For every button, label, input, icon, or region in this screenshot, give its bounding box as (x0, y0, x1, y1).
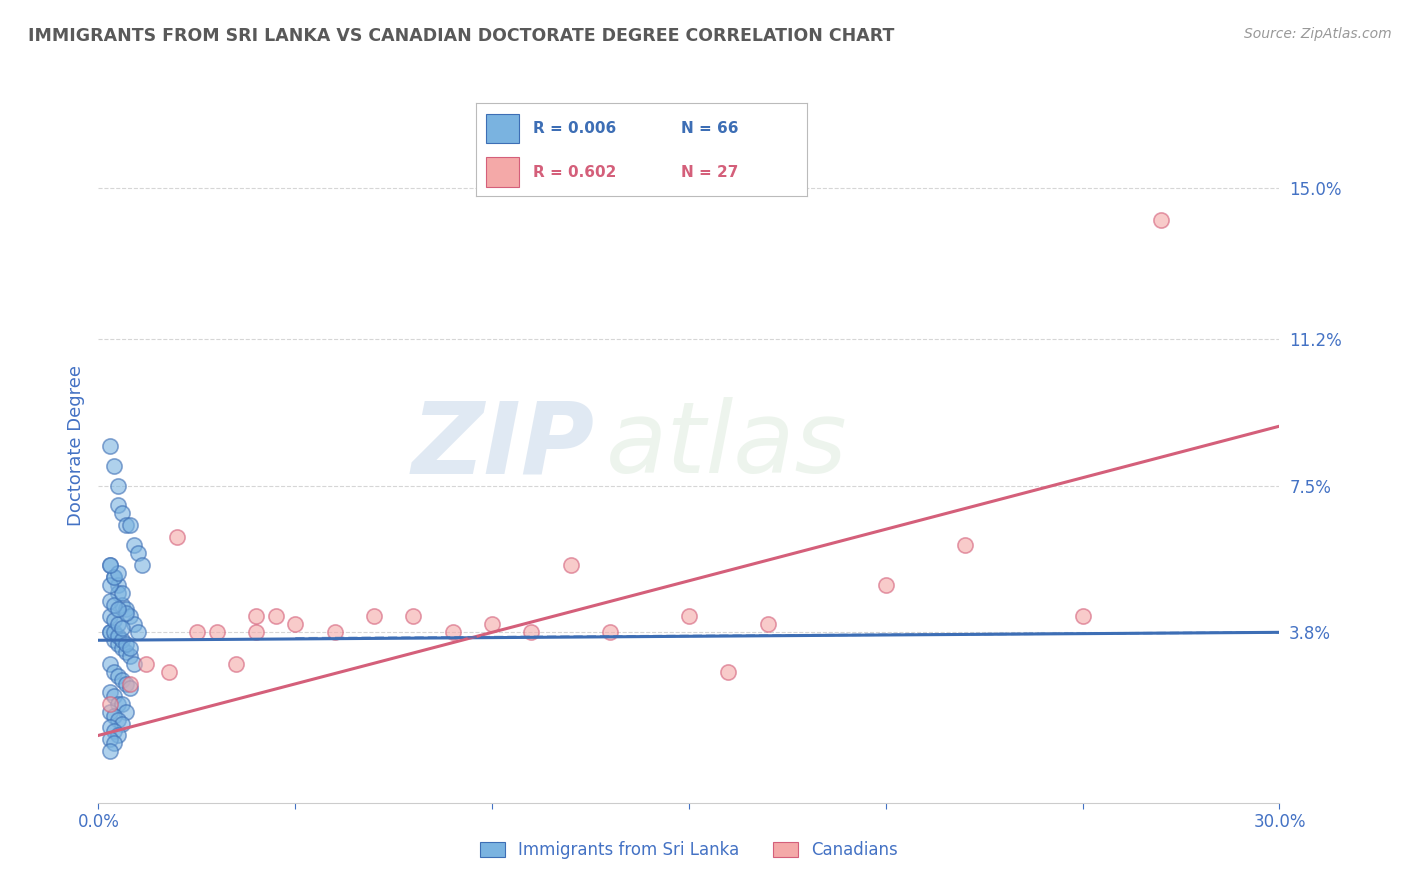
Point (107, 499, 129, 513)
Text: ZIP: ZIP (412, 398, 595, 494)
Point (103, 724, 125, 739)
Point (107, 728, 129, 742)
Point (111, 633, 134, 648)
Point (107, 713, 129, 727)
Point (115, 601, 138, 615)
Point (107, 566, 129, 580)
Point (560, 558, 582, 572)
Point (98, 721, 121, 735)
Point (107, 585, 129, 599)
Point (118, 609, 141, 624)
Point (111, 507, 134, 521)
Point (402, 609, 425, 624)
Point (98, 732, 121, 747)
Point (1150, 213, 1173, 227)
Point (98, 593, 121, 607)
Point (107, 697, 129, 711)
Point (98, 625, 121, 640)
Point (103, 736, 125, 750)
Point (245, 609, 267, 624)
Point (98, 558, 121, 572)
Point (953, 538, 976, 552)
Point (107, 617, 129, 632)
Point (111, 585, 134, 599)
Point (111, 716, 134, 731)
Point (103, 625, 125, 640)
Text: IMMIGRANTS FROM SRI LANKA VS CANADIAN DOCTORATE DEGREE CORRELATION CHART: IMMIGRANTS FROM SRI LANKA VS CANADIAN DO… (28, 27, 894, 45)
Point (107, 629, 129, 643)
Point (264, 609, 287, 624)
Point (98, 625, 121, 640)
Point (103, 708, 125, 723)
Point (717, 665, 740, 679)
Point (284, 617, 307, 632)
Point (122, 657, 145, 671)
Point (111, 641, 134, 656)
Point (98, 744, 121, 758)
Point (122, 617, 145, 632)
Text: atlas: atlas (606, 398, 848, 494)
Point (135, 657, 157, 671)
Point (103, 458, 125, 473)
Point (481, 617, 503, 632)
Point (166, 530, 188, 544)
Text: Source: ZipAtlas.com: Source: ZipAtlas.com (1244, 27, 1392, 41)
Point (98, 697, 121, 711)
Point (157, 665, 180, 679)
Point (127, 546, 149, 560)
Point (103, 665, 125, 679)
Point (756, 617, 779, 632)
Point (111, 598, 134, 612)
Point (363, 609, 385, 624)
Point (98, 705, 121, 719)
Point (103, 633, 125, 648)
Point (118, 677, 141, 691)
Point (107, 578, 129, 592)
Point (1071, 609, 1094, 624)
Point (115, 606, 138, 620)
Point (520, 625, 543, 640)
Point (118, 681, 141, 695)
Point (599, 625, 621, 640)
Point (875, 578, 897, 592)
Point (678, 609, 700, 624)
Point (98, 558, 121, 572)
Point (118, 518, 141, 533)
Point (107, 637, 129, 651)
Point (115, 645, 138, 659)
Point (323, 625, 346, 640)
Point (98, 609, 121, 624)
Point (103, 570, 125, 584)
Point (186, 625, 208, 640)
Point (98, 578, 121, 592)
Point (111, 621, 134, 635)
Point (98, 439, 121, 453)
Point (115, 637, 138, 651)
Point (111, 697, 134, 711)
Point (131, 558, 153, 572)
Point (103, 598, 125, 612)
Point (103, 689, 125, 703)
Point (441, 625, 464, 640)
Y-axis label: Doctorate Degree: Doctorate Degree (66, 366, 84, 526)
Point (225, 657, 247, 671)
Point (115, 705, 138, 719)
Point (122, 538, 145, 552)
Point (205, 625, 228, 640)
Point (127, 625, 149, 640)
Point (107, 601, 129, 615)
Point (107, 669, 129, 683)
Point (118, 649, 141, 664)
Point (103, 570, 125, 584)
Point (111, 673, 134, 687)
Point (98, 657, 121, 671)
Point (118, 641, 141, 656)
Point (115, 518, 138, 533)
Point (107, 478, 129, 492)
Point (98, 685, 121, 699)
Legend: Immigrants from Sri Lanka, Canadians: Immigrants from Sri Lanka, Canadians (474, 835, 904, 866)
Point (103, 614, 125, 628)
Point (245, 625, 267, 640)
Point (115, 677, 138, 691)
